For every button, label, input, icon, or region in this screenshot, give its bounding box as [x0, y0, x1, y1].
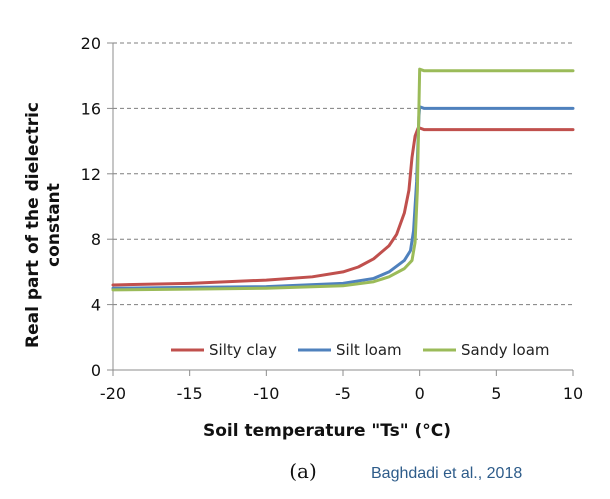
- legend-label-silt-loam: Silt loam: [336, 341, 402, 359]
- y-axis-title: Real part of the dielectric constant: [23, 102, 64, 348]
- grid-lines: [113, 42, 573, 306]
- series-line-silt-loam: [111, 105, 575, 290]
- y-tick-label-5: 20: [81, 34, 101, 53]
- y-tick-label-3: 12: [81, 165, 101, 184]
- series-lines: [111, 67, 575, 292]
- panel-label: (a): [289, 459, 317, 483]
- x-tick-label-4: 0: [415, 384, 425, 403]
- y-axis-title-line-1: Real part of the dielectric: [23, 102, 43, 348]
- x-tick-label-6: 10: [563, 384, 583, 403]
- x-tick-label-3: -5: [335, 384, 351, 403]
- series-line-silty-clay: [111, 126, 575, 287]
- y-axis-title-line-2: constant: [44, 183, 64, 267]
- x-tick-label-2: -10: [253, 384, 279, 403]
- legend-label-sandy-loam: Sandy loam: [461, 341, 550, 359]
- x-tick-label-1: -15: [177, 384, 203, 403]
- series-line-sandy-loam: [111, 67, 575, 292]
- y-tick-labels: 0 4 8 12 16 20: [81, 34, 101, 380]
- axes: [107, 42, 574, 376]
- y-tick-label-2: 8: [91, 230, 101, 249]
- legend: Silty clay Silt loam Sandy loam: [171, 341, 550, 359]
- x-tick-labels: -20 -15 -10 -5 0 5 10: [100, 384, 583, 403]
- y-tick-label-1: 4: [91, 296, 101, 315]
- credit-text: Baghdadi et al., 2018: [371, 465, 522, 482]
- legend-label-silty-clay: Silty clay: [209, 341, 277, 359]
- x-axis-title: Soil temperature "Ts" (°C): [203, 421, 451, 441]
- x-tick-label-5: 5: [491, 384, 501, 403]
- y-tick-label-4: 16: [81, 99, 101, 118]
- y-tick-label-0: 0: [91, 361, 101, 380]
- x-tick-label-0: -20: [100, 384, 126, 403]
